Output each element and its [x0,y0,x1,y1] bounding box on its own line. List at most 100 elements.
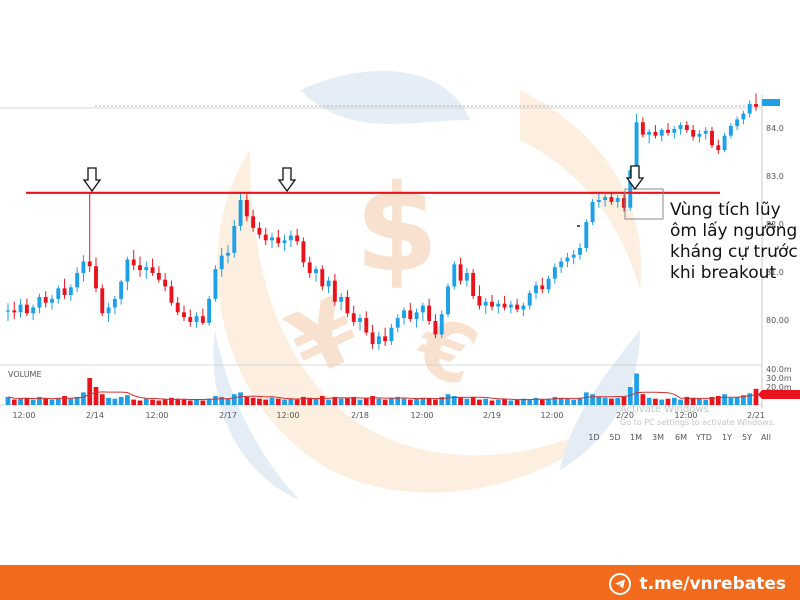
logo-dollar-glyph: $ [355,160,439,299]
volume-bar [326,399,331,405]
volume-moving-average-line [7,391,757,401]
candle [402,307,406,325]
candle [364,311,369,336]
range-button[interactable]: YTD [695,433,712,442]
candle [747,100,752,118]
touch-arrow-3 [625,165,645,191]
volume-bar [62,396,67,405]
volume-bar [143,398,149,405]
volume-bar [213,396,218,405]
candle [175,296,180,316]
volume-bar [653,398,658,405]
volume-bar [539,399,545,405]
candle [31,304,36,320]
candle [722,132,727,152]
candle [427,298,432,325]
y-tick-label: 84.0 [766,124,784,133]
candle [257,222,262,239]
candle [226,245,230,264]
candle [578,243,582,260]
volume-bar [407,399,413,405]
candle [339,293,344,311]
candle [188,309,193,327]
volume-bar [99,394,105,405]
consolidation-box [624,188,664,220]
candle [622,194,626,212]
volume-bar [376,398,382,405]
x-tick-label: 2/14 [86,411,104,420]
candle [697,129,702,143]
x-tick-label: 2/18 [351,411,369,420]
range-button[interactable]: 1D [588,433,599,442]
volume-bar [483,398,489,405]
candle [213,265,218,302]
candle [691,125,696,141]
candle [414,308,419,328]
volume-bar [162,399,168,405]
volume-bar [621,396,627,405]
volume-bar [244,396,250,405]
volume-bar [646,397,652,405]
candle [232,220,237,258]
annotation-text: Vùng tích lũy ôm lấy ngưỡng kháng cự trư… [670,200,798,283]
volume-bar [194,399,199,405]
x-tick-label: 2/21 [747,411,765,420]
footer-brand[interactable]: t.me/vnrebates [609,573,786,595]
volume-bar [709,396,715,405]
candle [754,93,758,111]
candle [314,266,318,282]
volume-bar [200,400,206,405]
candle [50,295,54,310]
volume-bar [470,396,476,405]
range-button[interactable]: 1Y [722,433,732,442]
range-button[interactable]: 3M [652,433,664,442]
volume-bar [521,398,526,405]
telegram-icon [609,573,632,595]
volume-bar [671,397,677,405]
candle [571,249,576,265]
range-button[interactable]: 6M [675,433,687,442]
candle [301,237,306,268]
candle [295,228,300,246]
volume-bar [24,397,30,405]
volume-bar [602,397,608,405]
candle [565,252,570,268]
candle [68,284,73,301]
candle [144,261,149,279]
volume-bar [357,399,363,405]
volume-bar [477,399,482,405]
range-button[interactable]: 5Y [742,433,752,442]
candle [282,234,287,251]
candle [62,278,67,299]
candle [307,256,312,278]
volume-tick-label: 20.0m [766,383,792,392]
candle [81,255,86,282]
volume-bar [137,400,143,405]
x-tick-label: 12:00 [410,411,433,420]
volume-bar [131,399,137,405]
volume-bar [169,397,174,405]
x-tick-label: 12:00 [12,411,35,420]
volume-bar [634,373,639,405]
candle [735,116,740,130]
candle [515,298,520,313]
volume-bar [275,398,281,405]
range-button[interactable]: 5D [609,433,620,442]
x-tick-label: 2/20 [616,411,634,420]
volume-bar [345,397,350,405]
volume-bar [206,398,212,405]
volume-bar [175,398,181,405]
candle [590,199,595,225]
volume-bar [552,396,558,405]
candles-layer [6,93,758,350]
candle [471,269,476,299]
candle [12,301,17,320]
volume-bar [753,388,759,405]
range-button[interactable]: All [761,433,771,442]
candle [56,285,61,304]
range-button[interactable]: 1M [630,433,642,442]
volume-bar [495,399,501,405]
candle [703,127,708,140]
candle [446,283,450,318]
